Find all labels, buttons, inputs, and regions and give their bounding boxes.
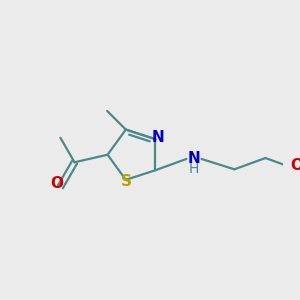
Text: O: O — [290, 158, 300, 173]
Text: N: N — [188, 151, 200, 166]
Text: O: O — [50, 176, 63, 190]
Text: S: S — [121, 174, 132, 189]
Text: H: H — [189, 162, 199, 176]
Text: N: N — [152, 130, 165, 145]
